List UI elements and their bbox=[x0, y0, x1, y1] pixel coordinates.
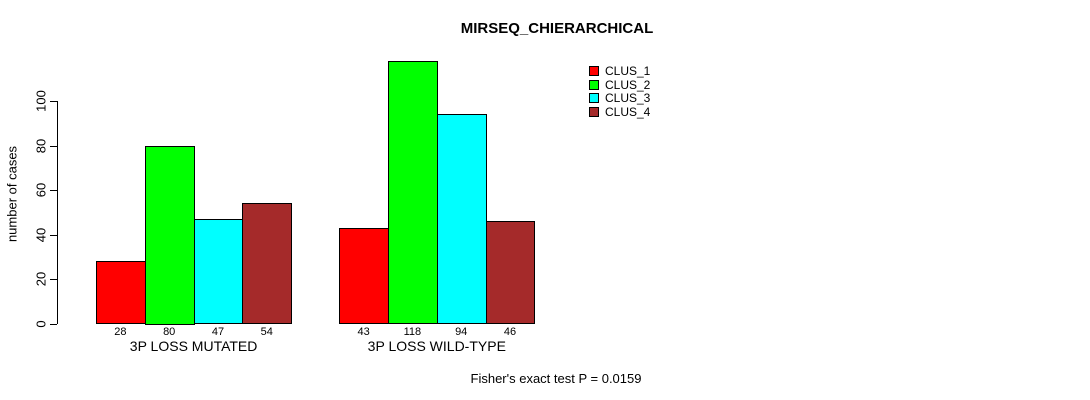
bar-clus-1-group1 bbox=[96, 261, 146, 325]
y-axis-line bbox=[57, 101, 58, 324]
bar-clus-2-group2 bbox=[388, 60, 438, 325]
category-label: 3P LOSS MUTATED bbox=[129, 338, 258, 354]
bar-value-label: 118 bbox=[403, 326, 422, 338]
bar-clus-2-group1 bbox=[144, 145, 195, 325]
legend-swatch-clus-3 bbox=[589, 93, 599, 103]
y-tick-label: 80 bbox=[33, 138, 49, 153]
y-tick-mark bbox=[50, 279, 57, 280]
bar-clus-4-group2 bbox=[485, 221, 536, 325]
chart-title: MIRSEQ_CHIERARCHICAL bbox=[460, 20, 654, 37]
y-tick-label: 100 bbox=[33, 90, 49, 112]
category-label: 3P LOSS WILD-TYPE bbox=[367, 338, 506, 354]
y-tick-label: 40 bbox=[33, 227, 49, 242]
y-tick-mark bbox=[50, 190, 57, 191]
legend-label-clus-3: CLUS_3 bbox=[605, 91, 651, 105]
legend-swatch-clus-2 bbox=[589, 79, 599, 90]
y-tick-label: 60 bbox=[33, 182, 49, 198]
y-tick-mark bbox=[50, 234, 57, 236]
legend-label-clus-1: CLUS_1 bbox=[605, 64, 651, 78]
bar-value-label: 47 bbox=[211, 326, 225, 338]
y-tick-label: 20 bbox=[33, 271, 49, 287]
bar-clus-4-group1 bbox=[242, 203, 293, 325]
bar-value-label: 80 bbox=[163, 326, 176, 338]
y-tick-mark bbox=[50, 101, 57, 102]
legend-label-clus-4: CLUS_4 bbox=[605, 104, 651, 119]
y-tick-mark bbox=[50, 323, 57, 325]
bar-value-label: 28 bbox=[114, 326, 127, 338]
bar-clus-3-group2 bbox=[436, 114, 487, 325]
bar-value-label: 46 bbox=[503, 326, 517, 338]
legend-swatch-clus-4 bbox=[589, 106, 599, 117]
fisher-test-annotation: Fisher's exact test P = 0.0159 bbox=[470, 371, 642, 386]
bar-value-label: 94 bbox=[455, 326, 468, 338]
y-tick-label: 0 bbox=[33, 319, 49, 328]
y-axis-label: number of cases bbox=[4, 145, 20, 243]
legend-label-clus-2: CLUS_2 bbox=[605, 77, 651, 92]
legend-swatch-clus-1 bbox=[589, 66, 599, 76]
y-tick-mark bbox=[50, 145, 57, 147]
bar-clus-3-group1 bbox=[193, 218, 244, 325]
bar-value-label: 43 bbox=[357, 326, 370, 338]
bar-clus-1-group2 bbox=[339, 227, 389, 325]
bar-value-label: 54 bbox=[260, 326, 273, 338]
